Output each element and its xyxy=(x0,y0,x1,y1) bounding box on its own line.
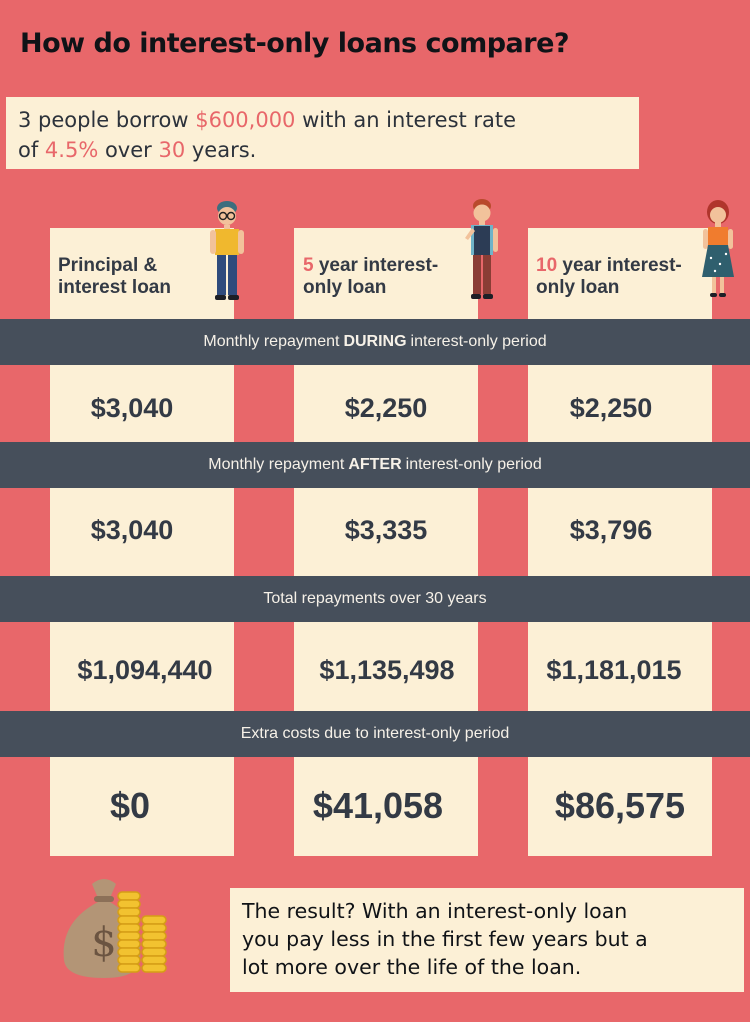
band-text: Monthly repayment xyxy=(208,456,345,473)
band-text: Total repayments over 30 years xyxy=(263,590,487,607)
band-text: interest-only period xyxy=(405,456,542,473)
during-value-5-year: $2,250 xyxy=(344,393,428,423)
header-line: 5 year interest- xyxy=(303,255,438,277)
extra-value-principal: $0 xyxy=(109,785,151,826)
extra-value-10-year: $86,575 xyxy=(554,785,686,826)
intro-text: of xyxy=(18,138,45,162)
total-value-5-year: $1,135,498 xyxy=(319,655,455,685)
band-text: Monthly repayment xyxy=(203,333,340,350)
loan-years: 30 xyxy=(158,138,186,162)
intro-box: 3 people borrow $600,000 with an interes… xyxy=(6,97,639,169)
intro-text: over xyxy=(98,138,159,162)
result-text: you pay less in the first few years but … xyxy=(242,927,648,951)
band-after-period: Monthly repayment AFTER interest-only peri… xyxy=(0,442,750,488)
during-value-10-year: $2,250 xyxy=(569,393,653,423)
band-total-repayments: Total repayments over 30 years xyxy=(0,576,750,622)
during-value-principal: $3,040 xyxy=(90,393,174,423)
header-accent-number: 10 xyxy=(536,255,558,276)
column-header-10-year: 10 year interest- only loan xyxy=(536,255,682,299)
band-emphasis: DURING xyxy=(343,333,407,350)
extra-value-5-year: $41,058 xyxy=(312,785,444,826)
band-extra-costs: Extra costs due to interest-only period xyxy=(0,711,750,757)
header-text: year interest- xyxy=(557,255,682,276)
header-line: only loan xyxy=(536,277,620,298)
page-title: How do interest-only loans compare? xyxy=(20,28,570,59)
intro-line-1: 3 people borrow $600,000 with an interes… xyxy=(18,105,639,135)
after-value-principal: $3,040 xyxy=(90,515,174,545)
header-accent-number: 5 xyxy=(303,255,314,276)
intro-line-2: of 4.5% over 30 years. xyxy=(18,135,639,165)
band-emphasis: AFTER xyxy=(348,456,402,473)
result-text: lot more over the life of the loan. xyxy=(242,955,582,979)
header-line: only loan xyxy=(303,277,387,298)
intro-text: with an interest rate xyxy=(295,108,517,132)
result-text: The result? With an interest-only loan xyxy=(242,899,628,923)
after-value-10-year: $3,796 xyxy=(569,515,653,545)
interest-rate: 4.5% xyxy=(44,138,99,162)
result-box: The result? With an interest-only loan y… xyxy=(230,888,744,992)
band-text: Extra costs due to interest-only period xyxy=(240,725,510,742)
total-value-10-year: $1,181,015 xyxy=(546,655,682,685)
woman-illustration xyxy=(702,200,734,297)
money-bag-coins-icon: $ xyxy=(63,879,167,978)
svg-text:$: $ xyxy=(91,920,116,966)
man-vest-illustration xyxy=(465,199,498,299)
man-glasses-illustration xyxy=(210,201,244,300)
column-header-principal-interest: Principal & interest loan xyxy=(58,255,171,299)
intro-text: 3 people borrow xyxy=(18,108,196,132)
total-value-principal: $1,094,440 xyxy=(77,655,213,685)
header-line: 10 year interest- xyxy=(536,255,682,277)
header-line: Principal & xyxy=(58,255,158,276)
column-header-5-year: 5 year interest- only loan xyxy=(303,255,438,299)
header-text: year interest- xyxy=(313,255,439,276)
band-text: interest-only period xyxy=(410,333,547,350)
header-line: interest loan xyxy=(58,277,171,298)
after-value-5-year: $3,335 xyxy=(344,515,428,545)
band-during-period: Monthly repayment DURING interest-only per… xyxy=(0,319,750,365)
loan-amount: $600,000 xyxy=(195,108,296,132)
intro-text: years. xyxy=(185,138,257,162)
